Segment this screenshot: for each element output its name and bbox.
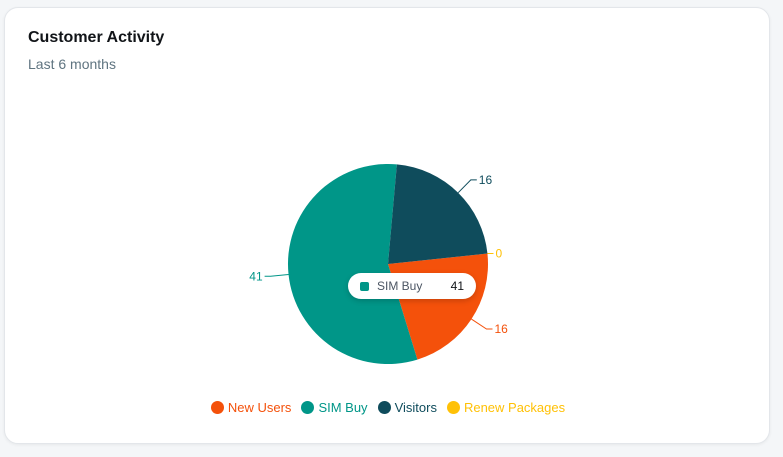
- tooltip-value: 41: [450, 279, 464, 293]
- legend-item-renew-packages[interactable]: Renew Packages: [446, 400, 566, 415]
- leader-line-new-users: [471, 318, 493, 330]
- leader-line-visitors: [457, 179, 477, 194]
- card-title: Customer Activity: [28, 29, 165, 46]
- card-subtitle: Last 6 months: [28, 56, 116, 72]
- chart-legend: New Users SIM Buy Visitors Renew Packages: [5, 400, 771, 415]
- legend-marker-sim-buy: [301, 401, 315, 414]
- legend-label-new-users: New Users: [227, 400, 292, 415]
- legend-item-sim-buy[interactable]: SIM Buy: [301, 400, 368, 415]
- pie-slice-sim-buy[interactable]: [287, 164, 418, 365]
- legend-label-renew-packages: Renew Packages: [463, 400, 566, 415]
- legend-marker-visitors: [377, 401, 391, 414]
- leader-line-sim-buy: [264, 274, 289, 277]
- legend-marker-new-users: [210, 401, 224, 414]
- legend-label-visitors: Visitors: [394, 400, 437, 415]
- customer-activity-card: Customer Activity Last 6 months 16 41 16 0 …: [4, 7, 770, 444]
- legend-marker-renew-packages: [446, 401, 460, 414]
- data-label-sim-buy: 41: [249, 269, 263, 283]
- tooltip-label: SIM Buy: [377, 279, 423, 293]
- tooltip-swatch: [360, 281, 369, 291]
- data-label-new-users: 16: [494, 322, 508, 336]
- pie-chart: 16 41 16 0: [249, 164, 508, 365]
- pie-slice-visitors[interactable]: [388, 164, 488, 264]
- chart-tooltip: SIM Buy 41: [348, 273, 476, 299]
- legend-item-visitors[interactable]: Visitors: [377, 400, 437, 415]
- legend-label-sim-buy: SIM Buy: [318, 400, 368, 415]
- data-label-renew-packages: 0: [495, 247, 502, 261]
- data-label-visitors: 16: [479, 173, 493, 187]
- legend-item-new-users[interactable]: New Users: [210, 400, 292, 415]
